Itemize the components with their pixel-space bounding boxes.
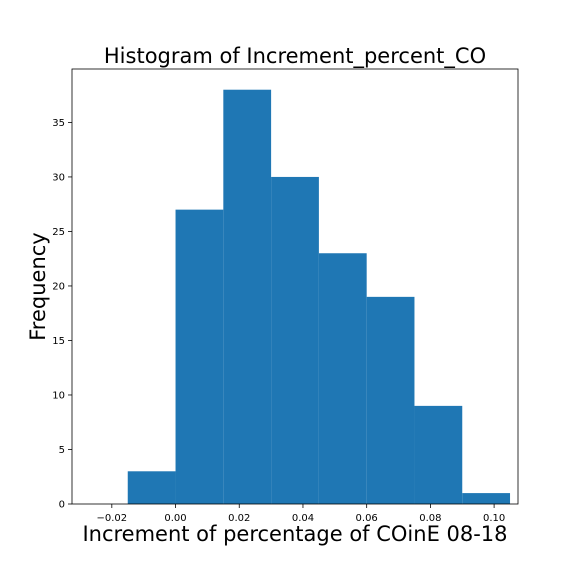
histogram-bar-5 (366, 296, 415, 504)
histogram-bar-1 (175, 209, 224, 504)
x-tick-label: 0.04 (292, 513, 314, 524)
x-tick-label: 0.06 (356, 513, 378, 524)
histogram-bar-0 (127, 471, 176, 504)
histogram-bar-2 (223, 89, 272, 504)
chart-title: Histogram of Increment_percent_CO (104, 44, 486, 69)
y-tick-label: 25 (52, 227, 65, 238)
histogram-bar-7 (462, 493, 511, 504)
x-axis-label: Increment of percentage of COinE 08-18 (82, 522, 507, 546)
y-tick-label: 30 (52, 172, 65, 183)
bars-group (127, 89, 511, 505)
y-axis-ticks: 0 5 10 15 20 25 30 35 (52, 118, 72, 511)
x-tick-label: 0.10 (483, 513, 505, 524)
plot-frame (71, 68, 519, 505)
x-axis-ticks: −0.02 0.00 0.02 0.04 0.06 0.08 0.10 (96, 504, 505, 524)
histogram-bar-3 (271, 176, 319, 505)
x-tick-label: 0.00 (164, 513, 186, 524)
x-tick-label: −0.02 (96, 513, 127, 524)
x-tick-label: 0.02 (228, 513, 250, 524)
y-tick-label: 35 (52, 118, 65, 129)
y-tick-label: 5 (59, 445, 65, 456)
y-tick-label: 20 (52, 281, 65, 292)
y-axis-label: Frequency (26, 232, 50, 341)
x-tick-label: 0.08 (419, 513, 441, 524)
y-tick-label: 0 (59, 500, 65, 511)
y-tick-label: 15 (52, 336, 65, 347)
histogram-bar-4 (318, 253, 367, 504)
histogram-bar-6 (414, 405, 463, 504)
y-tick-label: 10 (52, 390, 65, 401)
